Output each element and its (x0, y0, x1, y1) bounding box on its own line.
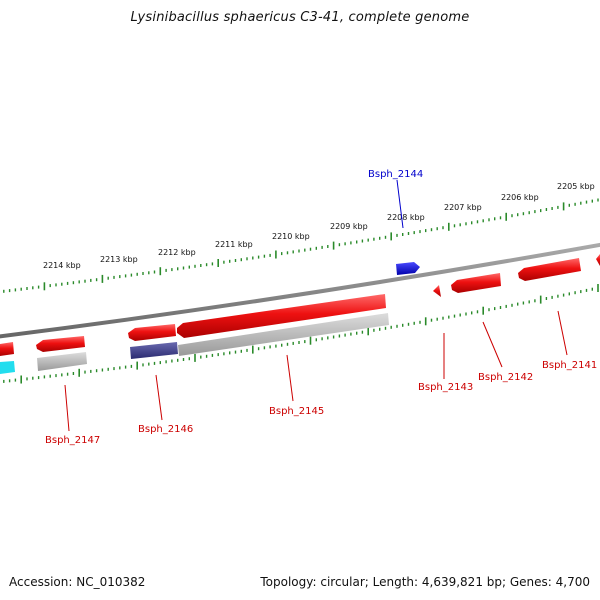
ruler-label-2208: 2208 kbp (387, 213, 425, 222)
gene-arrow-2143 (433, 285, 441, 297)
leader-2144 (396, 179, 404, 229)
ruler-label-2206: 2206 kbp (501, 193, 539, 202)
gene-shadow-2147 (37, 352, 87, 371)
gene-arrow-left-edge (0, 342, 14, 356)
gene-arrow-2144 (396, 262, 420, 275)
ruler-label-2211: 2211 kbp (215, 240, 253, 249)
gene-label-2142[interactable]: Bsph_2142 (478, 372, 533, 383)
gene-block-2146-highlight (130, 342, 178, 359)
ruler-label-2213: 2213 kbp (100, 255, 138, 264)
outer-ruler (3, 198, 599, 293)
gene-arrow-2145 (177, 294, 386, 338)
accession-text: Accession: NC_010382 (9, 575, 146, 589)
gene-label-2145[interactable]: Bsph_2145 (269, 406, 324, 417)
leader-2146 (155, 374, 163, 421)
gene-label-2141[interactable]: Bsph_2141 (542, 360, 597, 371)
gene-shadow-2145 (178, 313, 389, 356)
leader-2141 (557, 310, 568, 356)
gene-label-2147[interactable]: Bsph_2147 (45, 435, 100, 446)
leader-2145 (286, 354, 294, 402)
ruler-label-2209: 2209 kbp (330, 222, 368, 231)
genome-backbone (0, 242, 600, 339)
leader-2147 (64, 384, 70, 432)
ruler-label-2214: 2214 kbp (43, 261, 81, 270)
gene-arrow-2147 (36, 336, 85, 352)
ruler-label-2210: 2210 kbp (272, 232, 310, 241)
gene-label-2144[interactable]: Bsph_2144 (368, 169, 423, 180)
inner-ruler (3, 284, 599, 384)
gene-label-2143[interactable]: Bsph_2143 (418, 382, 473, 393)
gene-arrow-2146 (128, 324, 176, 341)
gene-block-cyan (0, 361, 15, 374)
gene-arrow-2141 (518, 258, 581, 281)
ruler-label-2212: 2212 kbp (158, 248, 196, 257)
gene-label-2146[interactable]: Bsph_2146 (138, 424, 193, 435)
leader-2142 (482, 321, 503, 368)
gene-arrow-right-edge (596, 254, 600, 266)
ruler-label-2205: 2205 kbp (557, 182, 595, 191)
map-title: Lysinibacillus sphaericus C3-41, complet… (130, 10, 470, 25)
genome-summary-text: Topology: circular; Length: 4,639,821 bp… (260, 575, 590, 589)
gene-arrow-2142 (451, 273, 501, 293)
ruler-label-2207: 2207 kbp (444, 203, 482, 212)
